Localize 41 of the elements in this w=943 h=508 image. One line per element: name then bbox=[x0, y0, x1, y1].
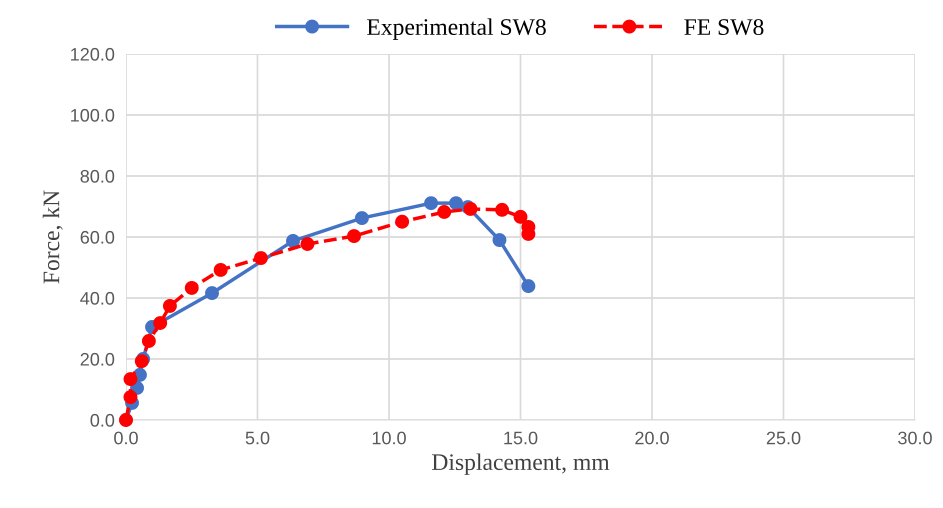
x-axis-title: Displacement, mm bbox=[432, 454, 610, 475]
point bbox=[464, 202, 478, 216]
point bbox=[347, 229, 361, 244]
point bbox=[492, 233, 506, 247]
point bbox=[300, 237, 314, 251]
point bbox=[495, 202, 510, 217]
y-tick-label: 0.0 bbox=[90, 414, 114, 427]
point bbox=[124, 390, 138, 404]
point bbox=[437, 205, 452, 219]
legend-label: Experimental SW8 bbox=[367, 18, 546, 40]
point bbox=[142, 334, 156, 348]
x-tick-label: 15.0 bbox=[504, 432, 538, 444]
point bbox=[286, 234, 300, 248]
point bbox=[395, 214, 410, 229]
y-tick-label: 60.0 bbox=[80, 230, 114, 244]
point bbox=[162, 298, 177, 313]
y-tick-label: 80.0 bbox=[80, 170, 114, 183]
legend-label: FE SW8 bbox=[684, 19, 764, 36]
point bbox=[521, 279, 536, 294]
point bbox=[424, 196, 438, 210]
x-tick-label: 30.0 bbox=[898, 432, 932, 444]
y-tick-label: 100.0 bbox=[71, 108, 114, 122]
point bbox=[184, 280, 199, 295]
x-tick-label: 0.0 bbox=[114, 432, 138, 444]
point bbox=[254, 251, 268, 265]
y-tick-label: 120.0 bbox=[71, 48, 114, 61]
y-tick-label: 20.0 bbox=[80, 352, 114, 366]
x-tick-label: 25.0 bbox=[766, 432, 800, 444]
y-tick-label: 40.0 bbox=[80, 292, 114, 305]
point bbox=[134, 354, 149, 368]
y-axis-title: Force, kN bbox=[42, 190, 63, 284]
point bbox=[205, 286, 219, 300]
x-tick-label: 20.0 bbox=[635, 432, 669, 444]
x-tick-label: 5.0 bbox=[246, 432, 270, 444]
x-tick-label: 10.0 bbox=[372, 432, 406, 444]
point bbox=[514, 210, 528, 224]
point bbox=[354, 211, 369, 226]
point bbox=[153, 316, 168, 330]
point bbox=[124, 372, 138, 386]
point bbox=[449, 196, 464, 210]
point bbox=[214, 262, 228, 277]
